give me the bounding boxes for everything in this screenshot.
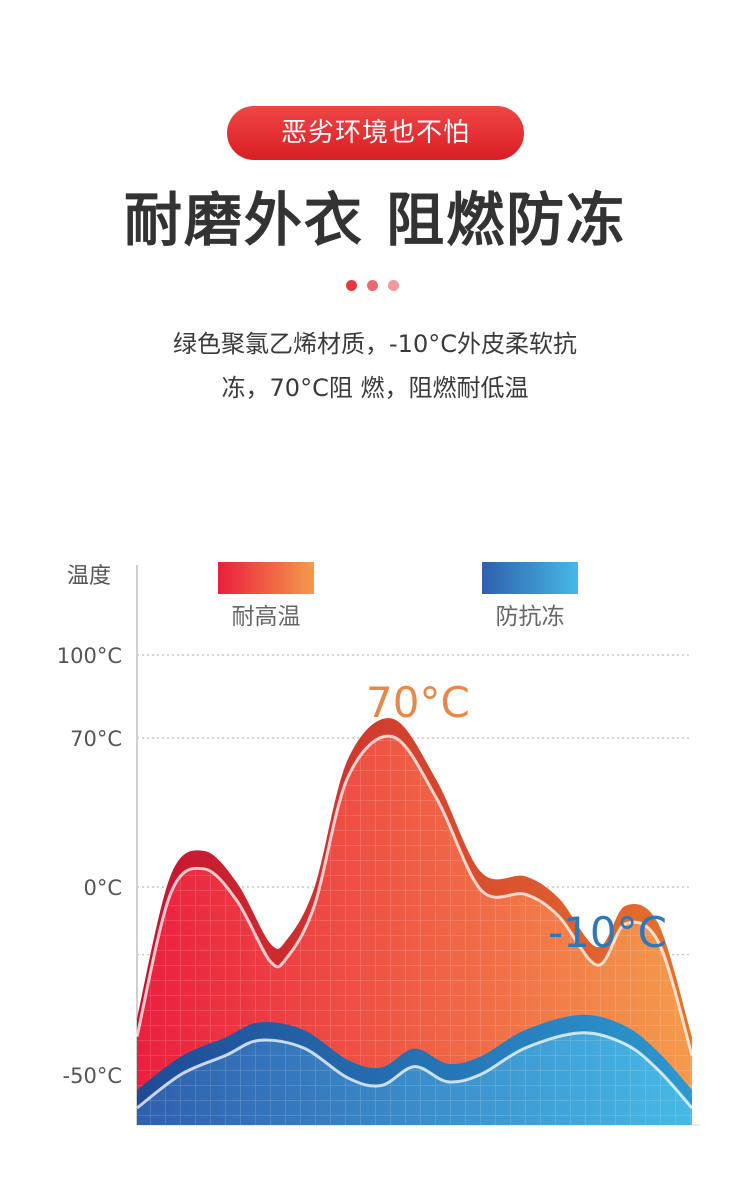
- legend-swatch-1: [482, 562, 578, 594]
- legend-label-0: 耐高温: [232, 604, 301, 630]
- dot-icon: [346, 280, 357, 291]
- y-axis-label: 温度: [67, 564, 111, 589]
- y-tick-label: 100°C: [57, 644, 122, 668]
- series-1-highlight: [136, 1031, 694, 1110]
- decorative-dots: [346, 280, 406, 292]
- y-tick-label: 70°C: [70, 727, 122, 751]
- y-tick-label: 0°C: [83, 876, 122, 900]
- series-0-highlight: [135, 734, 694, 1056]
- page-title: 耐磨外衣 阻燃防冻: [123, 186, 627, 254]
- dot-icon: [388, 280, 399, 291]
- description-line-2: 冻，70°C阻 燃，阻燃耐低温: [221, 374, 529, 402]
- annotation-max-temp: 70°C: [366, 678, 470, 727]
- temperature-chart: 温度 100°C 70°C 0°C -50°C 耐高温 防抗冻 70°C -10°C: [57, 562, 700, 1126]
- annotation-min-temp: -10°C: [548, 908, 667, 957]
- description-line-1: 绿色聚氯乙烯材质，-10°C外皮柔软抗: [173, 330, 577, 358]
- dot-icon: [367, 280, 378, 291]
- series-1-grid-texture: [137, 1032, 692, 1125]
- section-badge: 恶劣环境也不怕: [227, 106, 524, 160]
- legend-label-1: 防抗冻: [496, 604, 565, 630]
- y-tick-label: -50°C: [63, 1064, 122, 1088]
- legend-swatch-0: [218, 562, 314, 594]
